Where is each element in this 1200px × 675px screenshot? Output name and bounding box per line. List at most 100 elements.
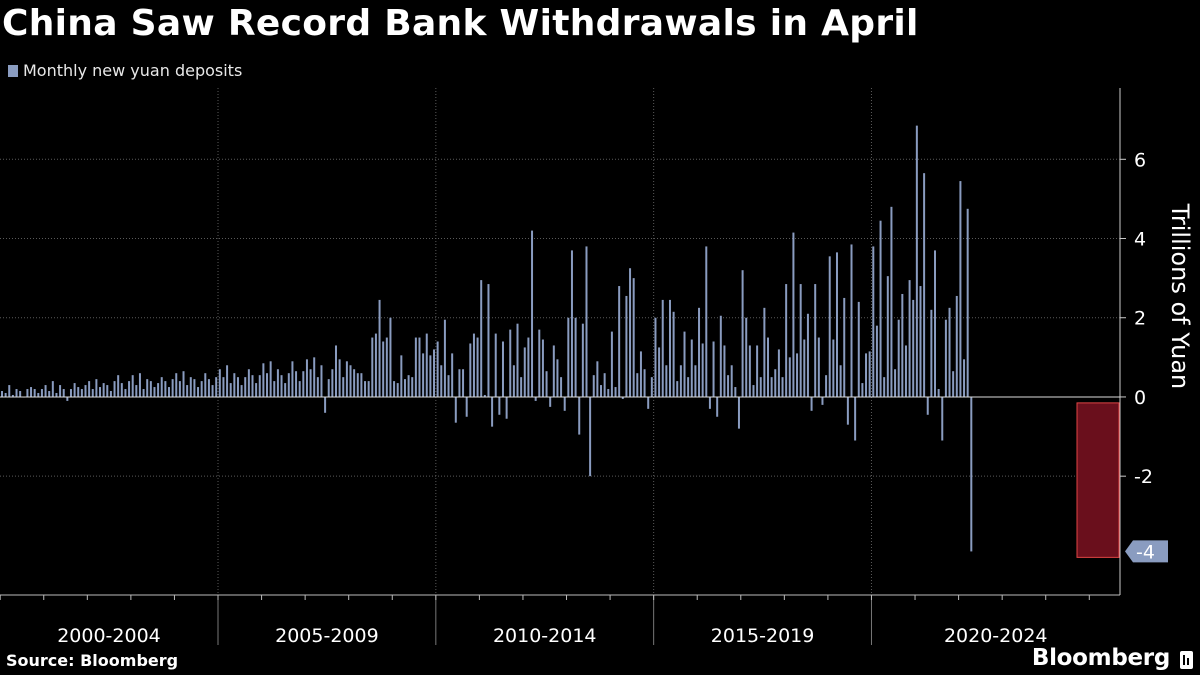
bar bbox=[400, 355, 403, 397]
bar bbox=[596, 361, 599, 397]
bar bbox=[411, 377, 414, 397]
bar bbox=[480, 280, 483, 397]
bar bbox=[436, 341, 439, 397]
bar bbox=[810, 396, 813, 411]
bar bbox=[407, 375, 410, 397]
bar bbox=[603, 373, 606, 397]
bar bbox=[908, 280, 911, 397]
bar bbox=[563, 396, 566, 411]
bar bbox=[469, 343, 472, 397]
bar bbox=[309, 369, 312, 397]
bar bbox=[549, 396, 552, 407]
bar bbox=[483, 394, 486, 397]
bar bbox=[538, 329, 541, 397]
bar bbox=[745, 317, 748, 397]
bar bbox=[934, 250, 937, 397]
bar bbox=[527, 337, 530, 397]
bar bbox=[781, 377, 784, 397]
bar bbox=[658, 347, 661, 397]
bar bbox=[374, 333, 377, 397]
bar bbox=[218, 369, 221, 397]
bar bbox=[607, 389, 610, 397]
bar bbox=[792, 232, 795, 397]
bar bbox=[160, 377, 163, 397]
bar bbox=[393, 381, 396, 397]
bar bbox=[803, 339, 806, 397]
bar bbox=[255, 383, 258, 397]
bar bbox=[258, 375, 261, 397]
y-tick-label: -2 bbox=[1134, 466, 1153, 488]
bar bbox=[868, 351, 871, 397]
bar bbox=[447, 375, 450, 397]
bar bbox=[462, 369, 465, 397]
source-note: Source: Bloomberg bbox=[6, 651, 179, 670]
bar bbox=[509, 329, 512, 397]
bar bbox=[425, 333, 428, 397]
bar bbox=[124, 389, 127, 397]
bar bbox=[51, 381, 54, 397]
bar bbox=[846, 396, 849, 425]
bar bbox=[716, 396, 719, 417]
bar bbox=[567, 317, 570, 397]
bar bbox=[189, 377, 192, 397]
bar bbox=[541, 339, 544, 397]
bar bbox=[291, 361, 294, 397]
legend: Monthly new yuan deposits bbox=[8, 61, 242, 80]
bar bbox=[636, 373, 639, 397]
y-axis-title: Trillions of Yuan bbox=[1166, 203, 1194, 390]
bar bbox=[440, 365, 443, 397]
bar bbox=[472, 333, 475, 397]
bar bbox=[240, 385, 243, 397]
bar bbox=[556, 359, 559, 397]
bar bbox=[560, 377, 563, 397]
bar bbox=[233, 373, 236, 397]
bar bbox=[491, 396, 494, 427]
bar bbox=[734, 387, 737, 397]
bar bbox=[135, 385, 138, 397]
bar bbox=[37, 392, 40, 397]
bar bbox=[215, 377, 218, 397]
bar bbox=[618, 286, 621, 397]
bar bbox=[930, 309, 933, 397]
bar bbox=[345, 361, 348, 397]
x-period-label: 2005-2009 bbox=[275, 625, 379, 647]
bar bbox=[33, 389, 36, 397]
bar bbox=[589, 396, 592, 477]
bar bbox=[835, 252, 838, 397]
bar bbox=[963, 359, 966, 397]
bar bbox=[229, 383, 232, 397]
bar bbox=[284, 383, 287, 397]
bar bbox=[952, 371, 955, 397]
bar bbox=[901, 293, 904, 397]
bar bbox=[890, 206, 893, 397]
bar bbox=[705, 246, 708, 397]
bar bbox=[138, 373, 141, 397]
bar bbox=[327, 379, 330, 397]
bar bbox=[839, 365, 842, 397]
bar bbox=[69, 389, 72, 397]
bar bbox=[854, 396, 857, 441]
bar bbox=[403, 379, 406, 397]
bar bbox=[759, 377, 762, 397]
bar bbox=[316, 377, 319, 397]
bar bbox=[498, 396, 501, 415]
bar bbox=[342, 377, 345, 397]
bar bbox=[40, 389, 43, 397]
bar bbox=[356, 373, 359, 397]
bar bbox=[843, 297, 846, 397]
bar bbox=[360, 373, 363, 397]
bar bbox=[476, 337, 479, 397]
bar bbox=[59, 385, 62, 397]
x-period-label: 2000-2004 bbox=[57, 625, 161, 647]
bar bbox=[324, 396, 327, 413]
bar bbox=[534, 396, 537, 401]
bar bbox=[19, 391, 22, 397]
bar bbox=[774, 369, 777, 397]
bar bbox=[48, 391, 51, 397]
bar bbox=[763, 307, 766, 397]
bar bbox=[647, 396, 650, 409]
bar bbox=[494, 333, 497, 397]
bar bbox=[857, 301, 860, 397]
bar bbox=[109, 391, 112, 397]
bar bbox=[200, 381, 203, 397]
